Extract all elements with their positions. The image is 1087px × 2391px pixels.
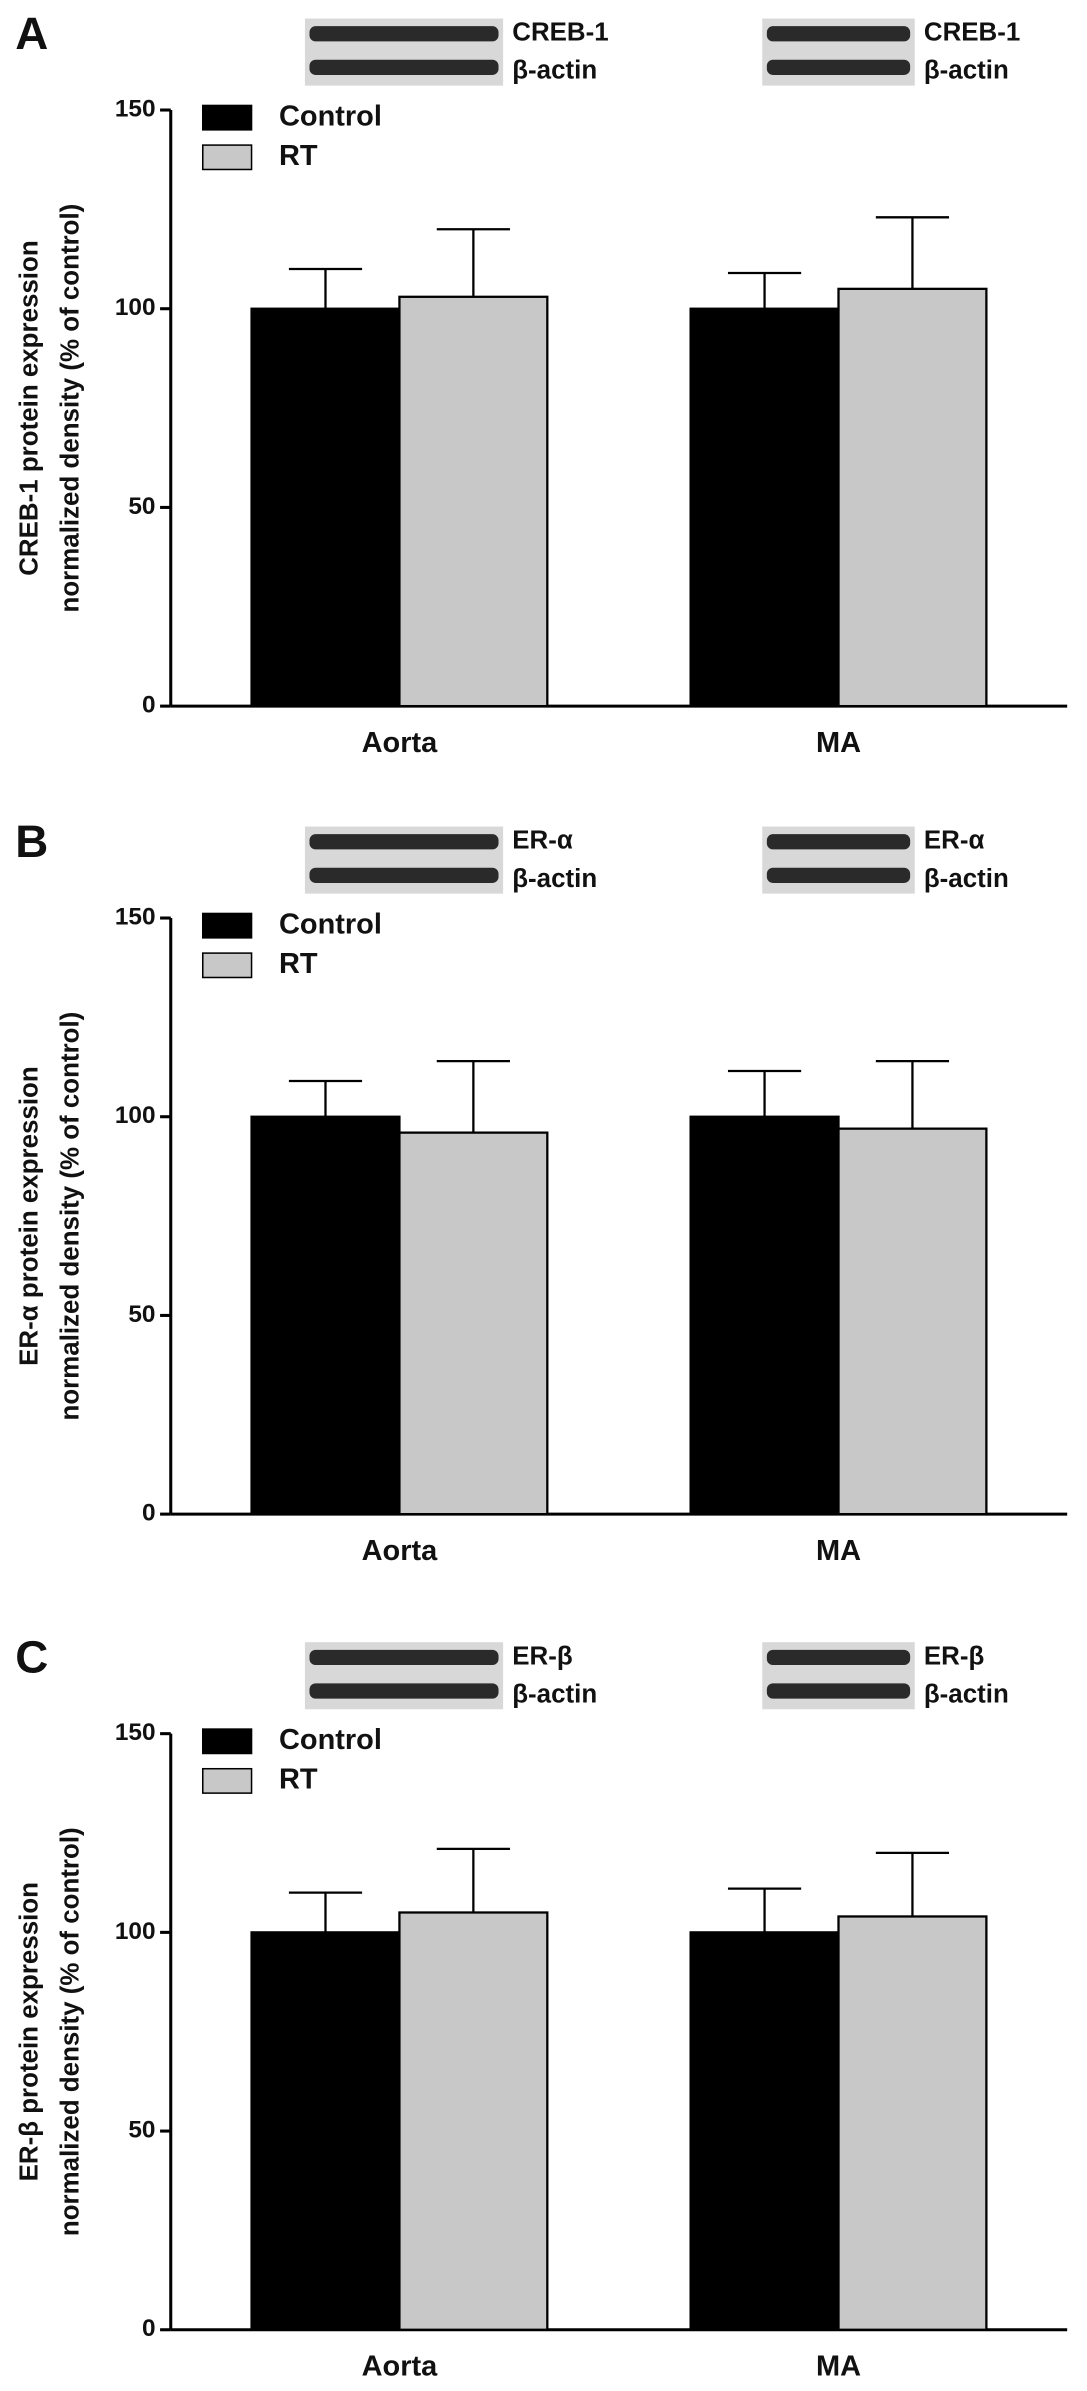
blot-band (309, 26, 499, 42)
legend-swatch (202, 1767, 253, 1794)
blot-band (766, 1649, 911, 1666)
legend-label: RT (279, 140, 318, 172)
bar (398, 295, 549, 708)
blot-band (309, 867, 499, 883)
blot-label: CREB-1 (924, 19, 1020, 47)
legend-label: RT (279, 1764, 318, 1796)
panel-letter: A (15, 8, 48, 59)
y-axis-label: normalized density (% of control) (56, 1012, 84, 1421)
y-tick-label: 0 (142, 1500, 156, 1527)
blot-band (309, 1683, 499, 1699)
legend-swatch (202, 912, 253, 939)
blot-label: ER-α (512, 827, 573, 855)
bar (250, 1931, 401, 2331)
bar (689, 1115, 840, 1516)
bar (250, 307, 401, 708)
panel: B ER-α β-actin ER-α β-actin ER-α protein expr… (15, 816, 1068, 1567)
y-tick-label: 0 (142, 2315, 156, 2342)
blot-band (766, 1683, 911, 1699)
y-axis-label: normalized density (% of control) (56, 1827, 84, 2236)
blot-band (309, 59, 499, 75)
y-axis-label: normalized density (% of control) (56, 204, 84, 613)
legend-label: Control (279, 908, 382, 940)
y-tick-label: 50 (128, 1301, 155, 1328)
y-tick-label: 50 (128, 493, 155, 520)
bar (250, 1115, 401, 1516)
bar (837, 287, 988, 708)
blot-band (766, 834, 911, 850)
blot-band (309, 834, 499, 850)
legend-label: RT (279, 948, 318, 980)
blot-label: β-actin (512, 1680, 597, 1708)
bar (837, 1127, 988, 1516)
blot-label: ER-α (924, 827, 985, 855)
panel: A CREB-1 β-actin CREB-1 β-actin CREB-1 protei… (15, 8, 1068, 759)
blot-band (309, 1649, 499, 1666)
panel: C ER-β β-actin ER-β β-actin ER-β protein expr… (15, 1632, 1068, 2383)
y-axis-label: ER-β protein expression (15, 1882, 43, 2181)
y-tick-label: 150 (115, 1719, 156, 1746)
x-tick-label: MA (816, 1535, 861, 1567)
y-axis-label: CREB-1 protein expression (15, 240, 43, 575)
blot-band (766, 867, 911, 883)
blot-label: ER-β (512, 1642, 572, 1670)
blot-label: β-actin (924, 1680, 1009, 1708)
x-tick-label: Aorta (362, 1535, 439, 1567)
bar (398, 1131, 549, 1516)
blot-label: β-actin (924, 57, 1009, 85)
blot-label: CREB-1 (512, 19, 608, 47)
blot-label: β-actin (512, 57, 597, 85)
y-axis-label: ER-α protein expression (15, 1066, 43, 1366)
blot-label: β-actin (512, 865, 597, 893)
x-tick-label: MA (816, 2351, 861, 2383)
y-tick-label: 150 (115, 903, 156, 930)
bar (689, 307, 840, 708)
bar (689, 1931, 840, 2331)
y-tick-label: 150 (115, 95, 156, 122)
x-tick-label: MA (816, 727, 861, 759)
legend-swatch (202, 144, 253, 171)
legend-label: Control (279, 1724, 382, 1756)
x-tick-label: Aorta (362, 727, 439, 759)
panel-letter: C (15, 1632, 48, 1683)
blot-band (766, 59, 911, 75)
panel-letter: B (15, 816, 48, 867)
y-tick-label: 100 (115, 1918, 156, 1945)
legend-swatch (202, 1728, 253, 1755)
blot-label: ER-β (924, 1642, 984, 1670)
legend-label: Control (279, 100, 382, 132)
x-tick-label: Aorta (362, 2351, 439, 2383)
blot-label: β-actin (924, 865, 1009, 893)
bar (398, 1911, 549, 2331)
y-tick-label: 100 (115, 294, 156, 321)
y-tick-label: 50 (128, 2116, 155, 2143)
legend-swatch (202, 104, 253, 131)
blot-band (766, 26, 911, 42)
bar (837, 1915, 988, 2331)
y-tick-label: 0 (142, 692, 156, 719)
legend-swatch (202, 952, 253, 979)
y-tick-label: 100 (115, 1102, 156, 1129)
